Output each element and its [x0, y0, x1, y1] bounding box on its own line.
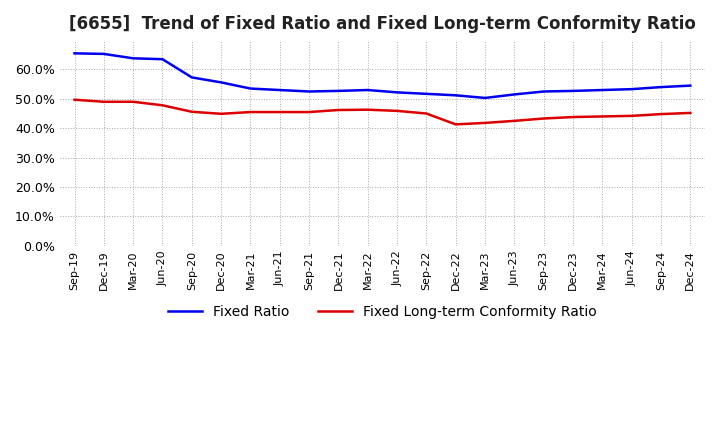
Fixed Long-term Conformity Ratio — [393, 108, 402, 114]
Fixed Ratio — [158, 57, 167, 62]
Fixed Long-term Conformity Ratio — [305, 110, 313, 115]
Fixed Long-term Conformity Ratio — [364, 107, 372, 112]
Fixed Long-term Conformity Ratio — [99, 99, 108, 104]
Fixed Long-term Conformity Ratio — [334, 107, 343, 113]
Fixed Ratio — [129, 56, 138, 61]
Fixed Long-term Conformity Ratio — [217, 111, 225, 117]
Title: [6655]  Trend of Fixed Ratio and Fixed Long-term Conformity Ratio: [6655] Trend of Fixed Ratio and Fixed Lo… — [69, 15, 696, 33]
Fixed Ratio — [451, 93, 460, 98]
Fixed Long-term Conformity Ratio — [569, 114, 577, 120]
Fixed Long-term Conformity Ratio — [481, 120, 490, 125]
Fixed Ratio — [246, 86, 255, 91]
Fixed Ratio — [334, 88, 343, 94]
Fixed Long-term Conformity Ratio — [539, 116, 548, 121]
Fixed Long-term Conformity Ratio — [71, 97, 79, 103]
Legend: Fixed Ratio, Fixed Long-term Conformity Ratio: Fixed Ratio, Fixed Long-term Conformity … — [162, 300, 603, 325]
Fixed Long-term Conformity Ratio — [276, 110, 284, 115]
Fixed Long-term Conformity Ratio — [187, 109, 196, 114]
Fixed Long-term Conformity Ratio — [422, 111, 431, 116]
Fixed Ratio — [686, 83, 695, 88]
Fixed Long-term Conformity Ratio — [627, 113, 636, 118]
Fixed Long-term Conformity Ratio — [451, 122, 460, 127]
Fixed Long-term Conformity Ratio — [158, 103, 167, 108]
Fixed Ratio — [187, 75, 196, 80]
Line: Fixed Ratio: Fixed Ratio — [75, 53, 690, 98]
Fixed Ratio — [99, 51, 108, 57]
Fixed Long-term Conformity Ratio — [686, 110, 695, 116]
Fixed Ratio — [627, 87, 636, 92]
Fixed Ratio — [481, 95, 490, 101]
Fixed Long-term Conformity Ratio — [657, 111, 665, 117]
Fixed Ratio — [217, 80, 225, 85]
Fixed Long-term Conformity Ratio — [510, 118, 518, 124]
Fixed Ratio — [598, 88, 607, 93]
Fixed Ratio — [305, 89, 313, 94]
Fixed Ratio — [657, 84, 665, 90]
Fixed Ratio — [393, 90, 402, 95]
Fixed Ratio — [276, 88, 284, 93]
Fixed Long-term Conformity Ratio — [129, 99, 138, 104]
Fixed Ratio — [569, 88, 577, 94]
Fixed Long-term Conformity Ratio — [598, 114, 607, 119]
Fixed Ratio — [71, 51, 79, 56]
Fixed Long-term Conformity Ratio — [246, 110, 255, 115]
Fixed Ratio — [539, 89, 548, 94]
Fixed Ratio — [510, 92, 518, 97]
Fixed Ratio — [422, 91, 431, 96]
Fixed Ratio — [364, 88, 372, 93]
Line: Fixed Long-term Conformity Ratio: Fixed Long-term Conformity Ratio — [75, 100, 690, 125]
